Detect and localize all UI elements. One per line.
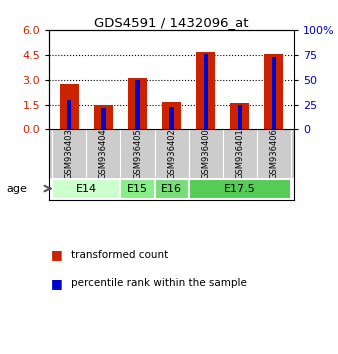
- Bar: [162, 102, 181, 130]
- Text: E16: E16: [161, 183, 182, 194]
- Bar: [67, 99, 71, 130]
- Text: GSM936402: GSM936402: [167, 128, 176, 179]
- Text: age: age: [7, 183, 28, 194]
- Bar: [60, 84, 79, 130]
- Text: GSM936406: GSM936406: [269, 128, 278, 179]
- Text: ■: ■: [51, 277, 63, 290]
- Text: GSM936400: GSM936400: [201, 128, 210, 179]
- Text: GSM936405: GSM936405: [133, 128, 142, 179]
- Bar: [136, 80, 140, 130]
- Text: E15: E15: [127, 183, 148, 194]
- Bar: [154, 179, 189, 199]
- Text: GSM936404: GSM936404: [99, 128, 108, 179]
- Text: percentile rank within the sample: percentile rank within the sample: [71, 278, 247, 288]
- Bar: [189, 179, 291, 199]
- Text: E17.5: E17.5: [224, 183, 256, 194]
- Text: transformed count: transformed count: [71, 250, 168, 260]
- Bar: [120, 179, 154, 199]
- Title: GDS4591 / 1432096_at: GDS4591 / 1432096_at: [94, 16, 249, 29]
- Bar: [272, 57, 276, 130]
- Bar: [52, 179, 120, 199]
- Text: ■: ■: [51, 249, 63, 261]
- Bar: [264, 54, 283, 130]
- Text: GSM936403: GSM936403: [65, 128, 74, 179]
- Bar: [128, 78, 147, 130]
- Bar: [94, 104, 113, 130]
- Bar: [101, 108, 105, 130]
- Text: GSM936401: GSM936401: [235, 128, 244, 179]
- Text: E14: E14: [76, 183, 97, 194]
- Bar: [230, 103, 249, 130]
- Bar: [169, 107, 174, 130]
- Bar: [203, 54, 208, 130]
- Bar: [196, 52, 215, 130]
- Bar: [238, 104, 242, 130]
